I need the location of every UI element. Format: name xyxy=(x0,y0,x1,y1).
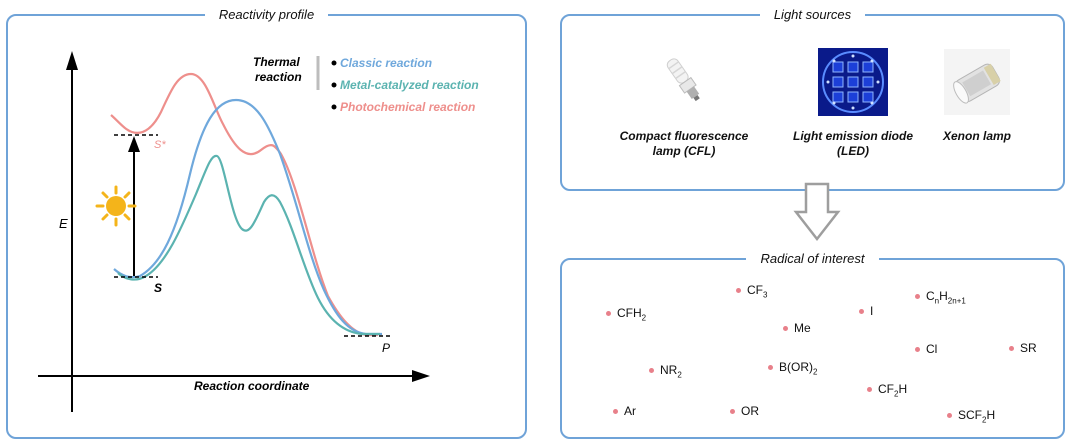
reaction-energy-diagram: E Reaction coordinate S* S P Thermal xyxy=(38,51,479,412)
legend-metal-label: Metal-catalyzed reaction xyxy=(340,78,479,92)
bullet-dot xyxy=(736,288,741,294)
radical-me: Me xyxy=(783,321,811,335)
light-sources-panel: Light sources xyxy=(560,7,1065,191)
x-axis-label: Reaction coordinate xyxy=(194,379,310,393)
classic-reaction-curve xyxy=(113,98,382,336)
xenon-label: Xenon lamp xyxy=(917,129,1037,144)
x-axis-arrowhead xyxy=(412,370,430,382)
metal-catalyzed-reaction-curve xyxy=(117,154,380,336)
radical-cfh2: CFH2 xyxy=(606,306,646,322)
radicals-title: Radical of interest xyxy=(746,251,879,266)
bullet-dot xyxy=(915,347,920,353)
radical-cnh2n1: CnH2n+1 xyxy=(915,289,966,305)
radical-or: OR xyxy=(730,404,759,418)
bullet-dot xyxy=(768,365,773,371)
ground-state-label: S xyxy=(154,281,162,295)
reactivity-profile-title: Reactivity profile xyxy=(204,7,329,22)
bullet-dot xyxy=(783,326,788,332)
radical-bor2: B(OR)2 xyxy=(768,360,817,376)
cfl-label: Compact fluorescence lamp (CFL) xyxy=(599,129,769,159)
bullet-dot xyxy=(859,309,864,315)
cfl-bulb-icon xyxy=(666,58,700,102)
led-label-line2: (LED) xyxy=(837,144,869,158)
xenon-label-line1: Xenon lamp xyxy=(942,129,1011,143)
radical-sr: SR xyxy=(1009,341,1037,355)
legend-bullet xyxy=(331,82,337,88)
xenon-lamp-icon xyxy=(944,49,1010,115)
legend-bullet xyxy=(331,60,337,66)
bullet-dot xyxy=(947,413,952,419)
product-state-label: P xyxy=(382,341,390,355)
bullet-dot xyxy=(915,294,920,300)
radical-i: I xyxy=(859,304,873,318)
legend-photochemical-label: Photochemical reaction xyxy=(340,100,475,114)
bullet-dot xyxy=(649,368,654,374)
radical-nr2: NR2 xyxy=(649,363,682,379)
radical-ar: Ar xyxy=(613,404,636,418)
sun-icon xyxy=(95,185,137,227)
led-label: Light emission diode (LED) xyxy=(768,129,938,159)
y-axis-label: E xyxy=(59,216,68,231)
bullet-dot xyxy=(867,387,872,393)
led-panel-icon xyxy=(818,48,888,116)
down-arrow-icon xyxy=(793,182,841,242)
y-axis-arrowhead xyxy=(66,51,78,70)
legend-group-label-line2: reaction xyxy=(255,70,302,84)
legend-bullet xyxy=(331,104,337,110)
cfl-label-line1: Compact fluorescence xyxy=(619,129,749,143)
radical-cf3: CF3 xyxy=(736,283,767,299)
excitation-arrowhead xyxy=(128,136,140,152)
cfl-label-line2: lamp (CFL) xyxy=(652,144,716,158)
legend-classic-label: Classic reaction xyxy=(340,56,432,70)
led-label-line1: Light emission diode xyxy=(792,129,913,143)
bullet-dot xyxy=(730,409,735,415)
bullet-dot xyxy=(606,311,611,317)
radical-cf2h: CF2H xyxy=(867,382,907,398)
bullet-dot xyxy=(613,409,618,415)
legend-group-label-line1: Thermal xyxy=(253,55,300,69)
radical-cl: Cl xyxy=(915,342,937,356)
radical-scf2h: SCF2H xyxy=(947,408,995,424)
radicals-panel: Radical of interest CF3 CnH2n+1 CFH2 I M… xyxy=(560,251,1065,439)
photochemical-reaction-curve xyxy=(110,72,378,337)
bullet-dot xyxy=(1009,346,1014,352)
reactivity-profile-panel: Reactivity profile E Reaction coordinate xyxy=(6,7,527,439)
excited-state-label: S* xyxy=(154,139,166,151)
light-sources-title: Light sources xyxy=(759,7,866,22)
